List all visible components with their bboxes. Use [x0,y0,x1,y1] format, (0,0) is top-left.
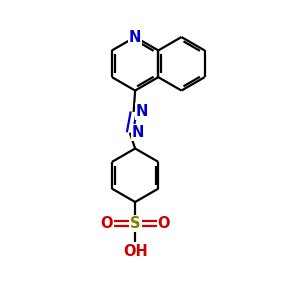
Text: S: S [130,216,140,231]
Text: O: O [100,216,112,231]
Text: N: N [129,30,141,45]
Text: N: N [132,125,144,140]
Text: N: N [136,104,148,119]
Text: O: O [158,216,170,231]
Text: OH: OH [123,244,148,259]
